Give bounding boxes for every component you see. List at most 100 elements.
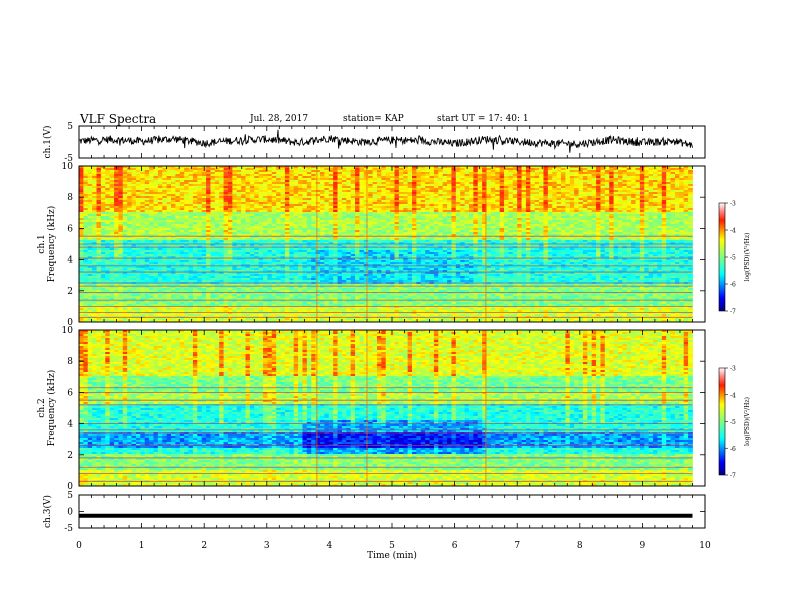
spectrogram-cell [83,288,89,291]
spectrogram-cell [87,310,93,313]
spectrogram-cell [192,240,198,243]
spectrogram-cell [105,242,111,245]
spectrogram-cell [144,242,150,245]
spectrogram-cell [149,204,154,207]
spectrogram-cell [105,292,111,295]
spectrogram-cell [92,256,97,259]
spectrogram-cell [157,202,163,205]
spectrogram-cell [188,200,194,203]
spectrogram-cell [118,184,124,187]
spectrogram-cell [197,172,203,175]
spectrogram-cell [122,228,128,231]
spectrogram-cell [122,200,128,203]
spectrogram-cell [179,242,185,245]
spectrogram-cell [122,258,128,261]
spectrogram-cell [100,238,106,241]
spectrogram-cell [135,298,141,301]
spectrogram-cell [175,178,181,181]
spectrogram-cell [79,204,84,207]
spectrogram-cell [166,192,172,195]
spectrogram-cell [109,306,115,309]
spectrogram-cell [92,302,97,305]
spectrogram-cell [162,168,168,171]
spectrogram-cell [79,228,84,231]
spectrogram-cell [100,214,106,217]
spectrogram-cell [192,320,198,323]
spectrogram-cell [87,254,93,257]
spectrogram-cell [192,304,198,307]
spectrogram-cell [188,254,194,257]
spectrogram-cell [127,298,132,301]
spectrogram-cell [87,288,93,291]
spectrogram-cell [96,258,102,261]
spectrogram-cell [188,252,194,255]
spectrogram-cell [127,262,132,265]
spectrogram-cell [153,320,159,323]
spectrogram-cell [166,242,172,245]
spectrogram-cell [127,254,132,257]
spectrogram-cell [131,256,137,259]
spectrogram-cell [192,228,198,231]
spectrogram-cell [153,314,159,317]
spectrogram-cell [131,248,137,251]
spectrogram-cell [157,318,163,321]
spectrogram-cell [184,248,189,251]
spectrogram-cell [87,236,93,239]
spectrogram-cell [162,192,168,195]
spectrogram-cell [157,170,163,173]
spectrogram-cell [188,188,194,191]
spectrogram-cell [192,284,198,287]
spectrogram-cell [100,192,106,195]
spectrogram-cell [162,226,168,229]
spectrogram-cell [188,170,194,173]
spectrogram-cell [175,290,181,293]
spectrogram-cell [87,242,93,245]
spectrogram-cell [153,260,159,263]
spectrogram-cell [157,176,163,179]
spectrogram-cell [144,250,150,253]
spectrogram-cell [144,276,150,279]
spectrogram-cell [105,308,111,311]
spectrogram-cell [171,280,176,283]
spectrogram-cell [79,178,84,181]
spectrogram-cell [175,296,181,299]
spectrogram-cell [83,184,89,187]
spectrogram-cell [96,284,102,287]
spectrogram-cell [153,286,159,289]
spectrogram-cell [118,190,124,193]
spectrogram-cell [87,292,93,295]
spectrogram-cell [149,270,154,273]
spectrogram-cell [109,320,115,323]
spectrogram-cell [184,286,189,289]
spectrogram-cell [157,196,163,199]
spectrogram-cell [100,234,106,237]
spectrogram-cell [188,208,194,211]
spectrogram-cell [179,168,185,171]
spectrogram-cell [135,206,141,209]
spectrogram-cell [162,318,168,321]
spectrogram-cell [140,294,146,297]
spectrogram-cell [184,274,189,277]
spectrogram-cell [92,188,97,191]
spectrogram-cell [166,254,172,257]
spectrogram-cell [162,196,168,199]
spectrogram-cell [149,318,154,321]
spectrogram-cell [131,176,137,179]
spectrogram-cell [153,312,159,315]
spectrogram-cell [118,182,124,185]
spectrogram-cell [162,288,168,291]
spectrogram-cell [100,186,106,189]
spectrogram-cell [105,180,111,183]
spectrogram-cell [149,176,154,179]
spectrogram-cell [144,304,150,307]
spectrogram-cell [127,200,132,203]
spectrogram-cell [127,252,132,255]
spectrogram-cell [118,276,124,279]
spectrogram-cell [100,274,106,277]
spectrogram-cell [157,212,163,215]
spectrogram-cell [192,234,198,237]
spectrogram-cell [79,200,84,203]
spectrogram-cell [96,210,102,213]
spectrogram-cell [149,228,154,231]
spectrogram-cell [109,290,115,293]
